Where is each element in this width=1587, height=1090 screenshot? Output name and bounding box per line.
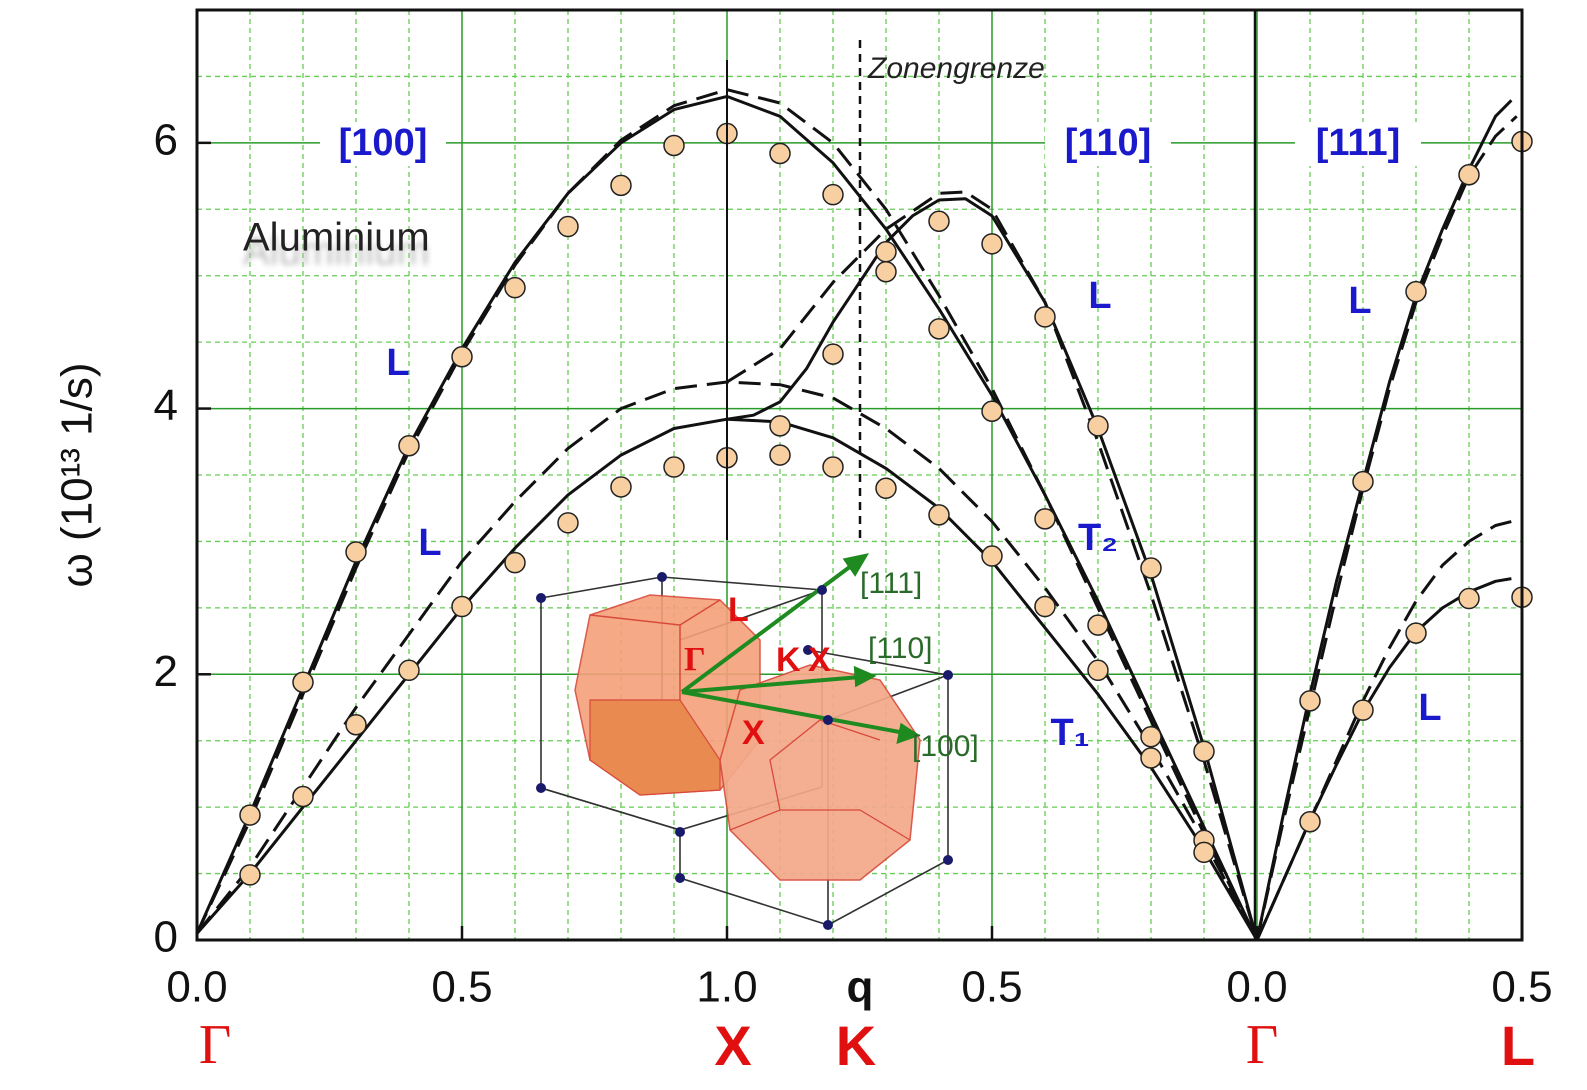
- data-point: [558, 513, 578, 533]
- data-point: [452, 597, 472, 617]
- dashed-curve: [1257, 522, 1511, 941]
- solid-curve: [1257, 100, 1511, 940]
- data-point: [1406, 282, 1426, 302]
- x-tick-label: 0.5: [431, 963, 492, 1012]
- chart: q ω (10¹³ 1/s) Γ X K Γ L 0.0 0.5 1.0 0.5 0.0…: [0, 0, 1587, 1090]
- data-point: [399, 436, 419, 456]
- data-point: [505, 553, 525, 573]
- symmetry-point: Γ: [1246, 1014, 1278, 1076]
- x-tick-label: 0.0: [166, 963, 227, 1012]
- data-point: [1035, 509, 1055, 529]
- data-point: [1035, 597, 1055, 617]
- inset-label: K: [776, 641, 801, 679]
- data-point: [770, 445, 790, 465]
- data-point: [876, 262, 896, 282]
- inset-label: Γ: [684, 641, 706, 678]
- data-point: [240, 865, 260, 885]
- data-point: [293, 787, 313, 807]
- dashed-curve: [1257, 116, 1517, 940]
- y-tick-label: 4: [154, 381, 178, 430]
- inset-label: [110]: [868, 632, 933, 665]
- symmetry-point: L: [1501, 1014, 1535, 1077]
- data-point: [346, 715, 366, 735]
- annotation: Zonengrenze: [867, 52, 1045, 85]
- annotation: [110]: [1065, 122, 1152, 164]
- data-point: [1194, 741, 1214, 761]
- data-point: [770, 416, 790, 436]
- data-point: [1406, 623, 1426, 643]
- data-point: [876, 478, 896, 498]
- data-point: [240, 805, 260, 825]
- inset-label: [100]: [912, 730, 979, 763]
- annotation: L: [418, 522, 441, 564]
- data-point: [1035, 307, 1055, 327]
- inset-label: X: [742, 714, 765, 752]
- x-tick-label: 0.5: [961, 963, 1022, 1012]
- data-point: [1459, 589, 1479, 609]
- annotation: L: [1348, 280, 1371, 322]
- data-point: [1300, 812, 1320, 832]
- data-point: [1353, 472, 1373, 492]
- annotation: [111]: [1316, 122, 1401, 164]
- inset-label: [111]: [860, 567, 922, 600]
- data-point: [611, 477, 631, 497]
- data-point: [929, 505, 949, 525]
- data-point: [1300, 691, 1320, 711]
- inset-label: X: [808, 641, 831, 679]
- inset-label: L: [728, 591, 749, 629]
- data-point: [876, 242, 896, 262]
- x-tick-label: 1.0: [696, 963, 757, 1012]
- y-tick-label: 2: [154, 647, 178, 696]
- data-point: [558, 217, 578, 237]
- data-point: [770, 143, 790, 163]
- annotation: [100]: [339, 122, 428, 164]
- x-axis-label: q: [847, 963, 874, 1012]
- data-point: [1141, 558, 1161, 578]
- data-point: [346, 542, 366, 562]
- data-point: [823, 185, 843, 205]
- data-point: [293, 672, 313, 692]
- data-point: [1353, 700, 1373, 720]
- data-point: [611, 175, 631, 195]
- annotation: L: [1418, 687, 1441, 729]
- data-point: [664, 136, 684, 156]
- data-point: [1141, 727, 1161, 747]
- data-point: [399, 660, 419, 680]
- annotation: T₂: [1078, 517, 1118, 559]
- data-point: [1088, 660, 1108, 680]
- data-point: [982, 234, 1002, 254]
- data-point: [1141, 748, 1161, 768]
- data-point: [505, 278, 525, 298]
- data-point: [823, 457, 843, 477]
- x-tick-label: 0.0: [1226, 963, 1287, 1012]
- data-point: [982, 401, 1002, 421]
- annotation: L: [386, 342, 409, 384]
- annotation: T₁: [1051, 712, 1090, 754]
- annotation: Aluminium: [243, 216, 430, 260]
- data-point: [1088, 615, 1108, 635]
- data-point: [1459, 165, 1479, 185]
- y-tick-label: 6: [154, 115, 178, 164]
- y-tick-label: 0: [154, 913, 178, 962]
- annotation: L: [1088, 275, 1111, 317]
- symmetry-point: Γ: [199, 1014, 231, 1076]
- data-point: [929, 211, 949, 231]
- data-point: [982, 546, 1002, 566]
- symmetry-point: X: [714, 1014, 751, 1077]
- data-point: [1088, 416, 1108, 436]
- symmetry-point: K: [836, 1014, 876, 1077]
- data-point: [452, 347, 472, 367]
- y-axis-label: ω (10¹³ 1/s): [53, 362, 102, 587]
- data-point: [664, 457, 684, 477]
- data-point: [929, 319, 949, 339]
- data-point: [823, 344, 843, 364]
- x-tick-label: 0.5: [1491, 963, 1552, 1012]
- data-point: [1194, 842, 1214, 862]
